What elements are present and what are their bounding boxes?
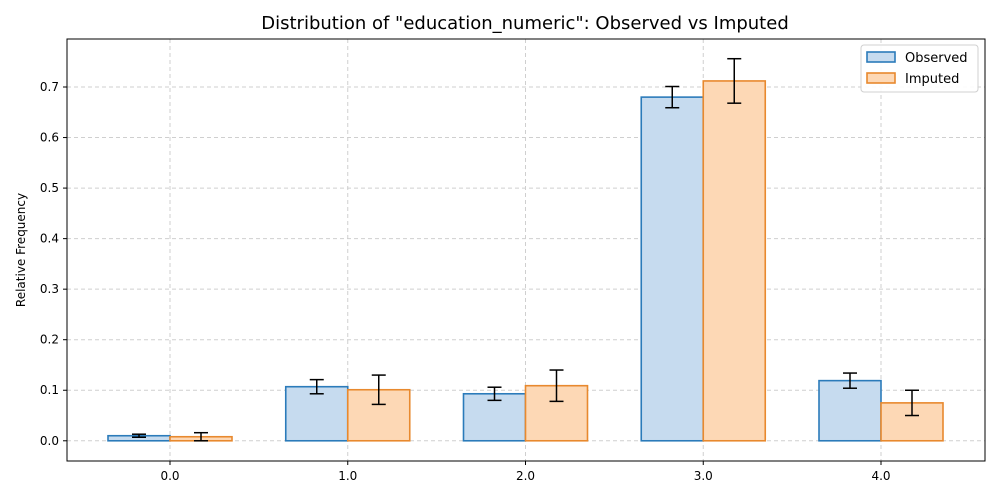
axes <box>63 38 986 465</box>
error-bar-observed-2 <box>487 386 502 402</box>
bars <box>107 80 944 442</box>
error-bars <box>132 57 919 442</box>
x-tick-label: 0.0 <box>160 469 179 483</box>
tick-labels: 0.0 0.1 0.2 0.3 0.4 0.5 0.6 0.7 0.0 1.0 2.0 3.0 4.0 <box>40 80 891 483</box>
plot-frame <box>66 38 986 462</box>
y-axis-label: Relative Frequency <box>14 193 28 307</box>
x-tick-label: 1.0 <box>338 469 357 483</box>
y-tick-label: 0.7 <box>40 80 59 94</box>
y-tick-label: 0.6 <box>40 131 59 145</box>
y-tick-label: 0.1 <box>40 383 59 397</box>
y-tick-label: 0.5 <box>40 181 59 195</box>
legend-label-observed: Observed <box>905 51 968 66</box>
x-tick-label: 3.0 <box>694 469 713 483</box>
error-bar-observed-0 <box>132 433 146 438</box>
error-bar-observed-4 <box>843 372 857 389</box>
y-tick-label: 0.3 <box>40 282 59 296</box>
y-tick-label: 0.0 <box>40 434 59 448</box>
x-tick-label: 2.0 <box>516 469 535 483</box>
bar-observed-4 <box>818 379 882 442</box>
error-bar-imputed-4 <box>905 389 919 417</box>
legend-swatch-observed <box>866 51 896 63</box>
error-bar-observed-3 <box>665 85 680 109</box>
legend-swatch-imputed <box>866 72 896 84</box>
bar-observed-3 <box>640 96 705 442</box>
x-tick-label: 4.0 <box>871 469 890 483</box>
y-tick-label: 0.4 <box>40 232 59 246</box>
error-bar-imputed-3 <box>727 57 742 104</box>
legend: Observed Imputed <box>860 44 979 93</box>
chart-title: Distribution of "education_numeric": Obs… <box>261 13 789 34</box>
error-bar-imputed-0 <box>194 431 208 442</box>
bar-observed-1 <box>284 385 349 442</box>
error-bar-observed-1 <box>309 378 324 395</box>
bar-imputed-3 <box>702 80 767 442</box>
error-bar-imputed-1 <box>371 374 386 406</box>
error-bar-imputed-2 <box>549 369 564 403</box>
legend-label-imputed: Imputed <box>905 72 959 87</box>
y-tick-label: 0.2 <box>40 333 59 347</box>
